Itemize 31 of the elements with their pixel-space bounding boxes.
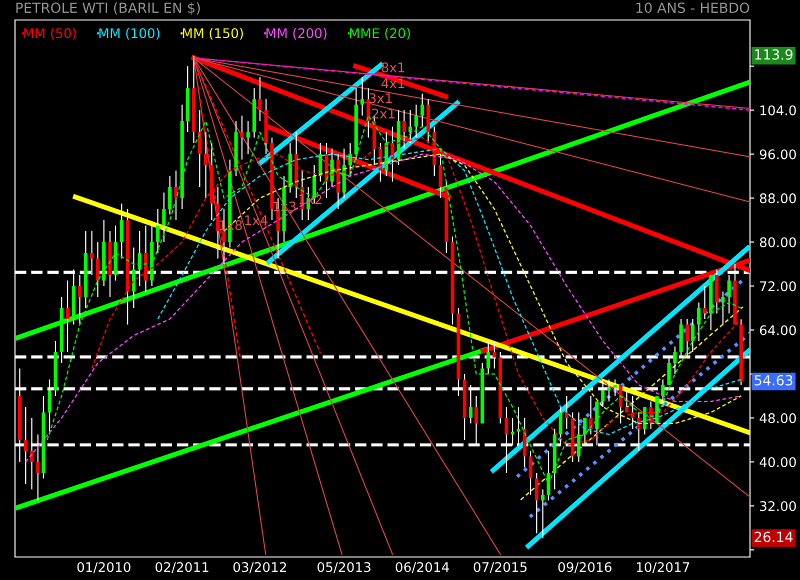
y-tick-label: 64.00 — [760, 325, 796, 336]
annotation: 113.9 — [755, 49, 792, 60]
y-tick-label: 72.00 — [760, 281, 796, 292]
y-tick-label: 48.00 — [760, 413, 796, 424]
y-tick-label: 32.00 — [760, 501, 796, 512]
x-tick-label: 02/2011 — [156, 562, 208, 574]
chart-title: PETROLE WTI (BARIL EN $) — [16, 2, 200, 15]
x-tick-label: 10/2017 — [636, 562, 690, 574]
x-tick-label: 06/2014 — [396, 562, 449, 574]
x-tick-label: 05/2013 — [318, 562, 370, 574]
x-tick-label: 01/2010 — [77, 562, 130, 574]
legend-label: MM (150) — [182, 28, 243, 40]
annotation: 8x1 — [382, 62, 404, 72]
annotation: 26.14 — [754, 532, 793, 542]
annotation: 4x1 — [381, 78, 404, 88]
annotation: 3x1 — [369, 93, 392, 104]
y-tick-label: 104.0 — [760, 105, 796, 116]
y-tick-label: 88.00 — [760, 193, 796, 204]
chart-subtitle: 10 ANS - HEBDO — [636, 2, 750, 14]
legend-label: MM (100) — [99, 28, 160, 40]
x-tick-label: 07/2015 — [474, 562, 527, 574]
legend-label: MM (50) — [24, 28, 76, 40]
y-tick-label: 96.00 — [760, 149, 796, 160]
y-tick-label: 40.00 — [760, 457, 796, 468]
x-tick-label: 09/2016 — [558, 562, 612, 574]
x-tick-label: 03/2012 — [233, 562, 286, 574]
annotation: 54.63 — [754, 375, 792, 386]
legend-label: MME (20) — [350, 28, 410, 40]
annotation: 2x1 — [372, 108, 395, 118]
y-tick-label: 80.00 — [760, 237, 796, 248]
legend-label: MM (200) — [266, 28, 326, 40]
